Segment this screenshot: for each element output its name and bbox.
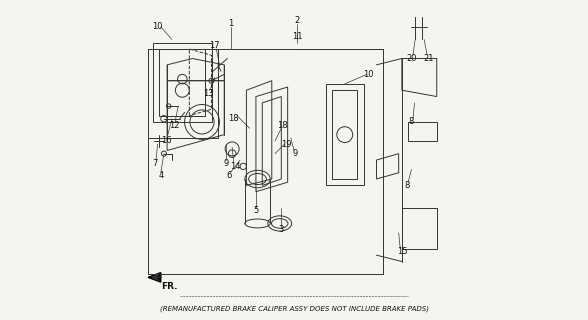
Text: FR.: FR. (161, 282, 177, 292)
Text: 10: 10 (152, 22, 162, 31)
Text: 8: 8 (409, 117, 414, 126)
Text: 3: 3 (279, 225, 284, 234)
Text: 7: 7 (153, 159, 158, 168)
Text: 18: 18 (228, 114, 239, 123)
Text: 21: 21 (423, 54, 434, 63)
Text: 9: 9 (223, 159, 228, 168)
Text: (REMANUFACTURED BRAKE CALIPER ASSY DOES NOT INCLUDE BRAKE PADS): (REMANUFACTURED BRAKE CALIPER ASSY DOES … (159, 306, 429, 312)
Text: 6: 6 (226, 172, 232, 180)
Text: 13: 13 (203, 89, 213, 98)
Text: 1: 1 (228, 19, 233, 28)
Text: 16: 16 (161, 136, 172, 146)
Text: 2: 2 (295, 16, 300, 25)
Text: 12: 12 (169, 121, 179, 130)
Text: 4: 4 (158, 172, 163, 180)
Text: 8: 8 (404, 181, 409, 190)
Text: 10: 10 (363, 70, 374, 79)
Text: 9: 9 (293, 149, 298, 158)
Text: 15: 15 (396, 247, 407, 257)
Text: 17: 17 (209, 41, 220, 50)
Text: 14: 14 (230, 162, 240, 171)
Text: 18: 18 (278, 121, 288, 130)
Polygon shape (148, 273, 161, 282)
Text: 19: 19 (281, 140, 291, 148)
Text: 5: 5 (253, 206, 259, 215)
Text: 11: 11 (292, 32, 302, 41)
Text: 20: 20 (406, 54, 417, 63)
